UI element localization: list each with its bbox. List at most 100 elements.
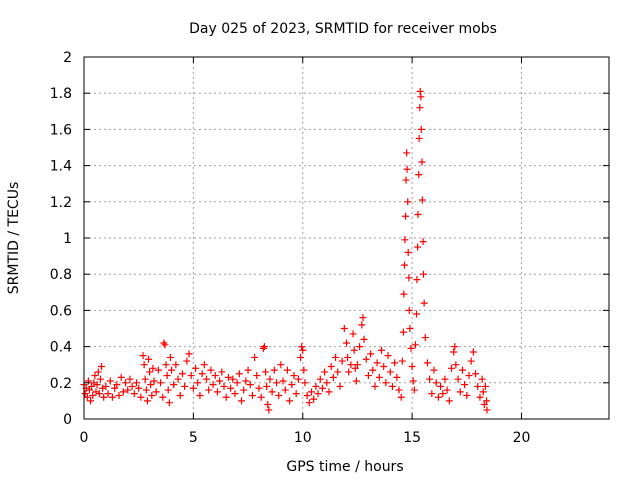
- data-point: [371, 382, 379, 390]
- data-point: [111, 384, 119, 392]
- data-point: [124, 386, 132, 394]
- data-point: [481, 382, 489, 390]
- data-point: [476, 393, 484, 401]
- data-point: [318, 384, 326, 392]
- data-point: [104, 390, 112, 398]
- data-point: [143, 397, 151, 405]
- data-point: [329, 373, 337, 381]
- y-tick-label: 1.4: [50, 159, 72, 175]
- data-point: [178, 370, 186, 378]
- data-point: [81, 390, 89, 398]
- data-point: [432, 379, 440, 387]
- data-point: [149, 364, 157, 372]
- data-point: [251, 353, 259, 361]
- data-point: [277, 361, 285, 369]
- data-point: [439, 390, 447, 398]
- data-point: [456, 388, 464, 396]
- data-point: [344, 353, 352, 361]
- data-point: [248, 391, 256, 399]
- data-point: [298, 343, 306, 351]
- data-point: [360, 335, 368, 343]
- x-tick-label: 15: [403, 430, 421, 446]
- data-point: [399, 328, 407, 336]
- data-point: [420, 299, 428, 307]
- data-point: [343, 339, 350, 347]
- data-point: [264, 401, 272, 409]
- data-point: [130, 390, 138, 398]
- data-point: [297, 353, 305, 361]
- data-point: [352, 377, 360, 385]
- data-point: [84, 377, 92, 385]
- data-point: [316, 375, 324, 383]
- data-point: [198, 370, 206, 378]
- data-point: [227, 384, 235, 392]
- data-point: [211, 372, 219, 380]
- data-point: [142, 386, 150, 394]
- data-point: [393, 373, 401, 381]
- data-point: [224, 373, 232, 381]
- data-point: [327, 363, 335, 371]
- data-point: [402, 212, 410, 220]
- data-point: [192, 364, 200, 372]
- data-point: [161, 341, 169, 349]
- data-point: [417, 93, 425, 101]
- data-point: [410, 386, 418, 394]
- data-point: [403, 149, 411, 157]
- data-point: [418, 158, 426, 166]
- data-point: [102, 382, 110, 390]
- data-point: [458, 366, 466, 374]
- data-point: [255, 384, 263, 392]
- data-point: [246, 381, 254, 389]
- data-point: [262, 368, 270, 376]
- data-point: [356, 343, 364, 351]
- data-point: [286, 397, 294, 405]
- data-point: [443, 386, 451, 394]
- data-point: [437, 382, 445, 390]
- data-point: [483, 406, 491, 414]
- data-point: [154, 366, 162, 374]
- x-axis-ticks: 0 5 10 15 20: [80, 57, 530, 446]
- data-point: [408, 363, 416, 371]
- x-axis-label: GPS time / hours: [286, 459, 403, 475]
- data-point: [430, 366, 438, 374]
- data-point: [386, 368, 394, 376]
- y-tick-label: 2: [63, 50, 72, 66]
- y-tick-label: 0.8: [50, 267, 72, 283]
- data-point: [417, 125, 425, 133]
- y-tick-label: 1.6: [50, 122, 72, 138]
- data-point: [423, 359, 431, 367]
- data-point: [418, 196, 426, 204]
- data-point: [88, 382, 96, 390]
- data-point: [200, 361, 208, 369]
- data-point: [400, 290, 408, 298]
- data-point: [308, 388, 315, 396]
- data-point: [181, 382, 189, 390]
- data-point: [122, 379, 130, 387]
- data-point: [405, 306, 413, 314]
- data-point: [231, 390, 239, 398]
- data-point: [160, 339, 168, 347]
- data-point: [128, 382, 136, 390]
- data-point: [403, 165, 411, 173]
- data-point: [450, 348, 458, 356]
- data-point: [434, 393, 442, 401]
- data-point: [233, 379, 241, 387]
- data-point: [312, 382, 320, 390]
- data-point: [259, 344, 267, 352]
- data-point: [406, 325, 414, 332]
- data-point: [413, 310, 420, 318]
- data-point: [170, 381, 178, 389]
- data-point: [207, 366, 215, 374]
- data-point: [164, 386, 172, 394]
- data-point: [281, 386, 289, 394]
- chart-title: Day 025 of 2023, SRMTID for receiver mob…: [189, 21, 497, 37]
- data-point: [338, 357, 346, 365]
- data-point: [349, 330, 357, 338]
- data-point: [115, 391, 123, 399]
- data-point: [359, 314, 367, 322]
- data-point: [87, 397, 95, 405]
- data-point: [94, 368, 102, 376]
- data-point: [117, 373, 125, 381]
- data-point: [240, 386, 248, 394]
- data-point: [305, 399, 313, 407]
